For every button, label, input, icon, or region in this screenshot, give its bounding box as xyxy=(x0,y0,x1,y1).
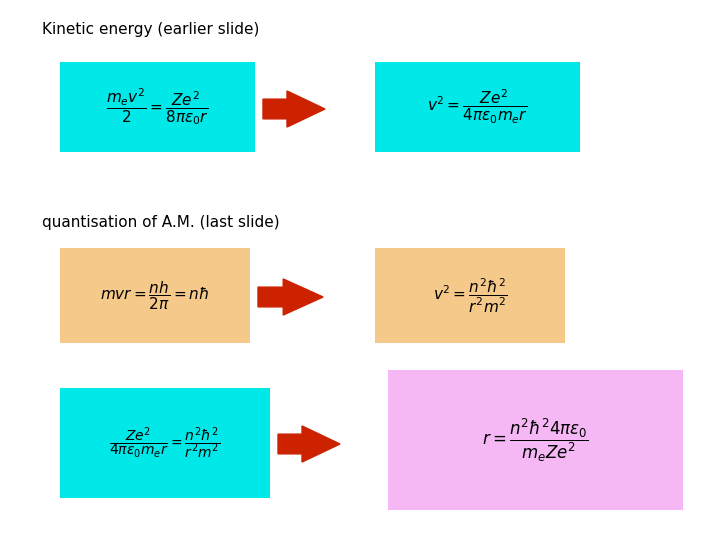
Bar xyxy=(375,62,580,152)
Bar xyxy=(375,248,565,343)
Bar xyxy=(60,388,270,498)
FancyArrow shape xyxy=(258,279,323,315)
Text: $v^2 = \dfrac{Ze^2}{4\pi\varepsilon_0 m_e r}$: $v^2 = \dfrac{Ze^2}{4\pi\varepsilon_0 m_… xyxy=(427,88,528,126)
Text: $r = \dfrac{n^2\hbar^{2} 4\pi\varepsilon_0}{m_e Z e^2}$: $r = \dfrac{n^2\hbar^{2} 4\pi\varepsilon… xyxy=(482,416,589,464)
Text: $mvr = \dfrac{nh}{2\pi} = n\hbar$: $mvr = \dfrac{nh}{2\pi} = n\hbar$ xyxy=(100,279,210,312)
FancyArrow shape xyxy=(263,91,325,127)
Text: $v^2 = \dfrac{n^2\hbar^{2}}{r^2 m^2}$: $v^2 = \dfrac{n^2\hbar^{2}}{r^2 m^2}$ xyxy=(433,276,508,315)
Bar xyxy=(60,62,255,152)
Text: $\dfrac{m_e v^2}{2} = \dfrac{Ze^2}{8\pi\varepsilon_0 r}$: $\dfrac{m_e v^2}{2} = \dfrac{Ze^2}{8\pi\… xyxy=(106,86,209,127)
Text: Kinetic energy (earlier slide): Kinetic energy (earlier slide) xyxy=(42,22,259,37)
Bar xyxy=(60,248,250,343)
Text: $\dfrac{Ze^2}{4\pi\varepsilon_0 m_e r} = \dfrac{n^2\hbar^{2}}{r^2 m^2}$: $\dfrac{Ze^2}{4\pi\varepsilon_0 m_e r} =… xyxy=(109,425,221,461)
Bar xyxy=(388,370,683,510)
FancyArrow shape xyxy=(278,426,340,462)
Text: quantisation of A.M. (last slide): quantisation of A.M. (last slide) xyxy=(42,215,279,230)
